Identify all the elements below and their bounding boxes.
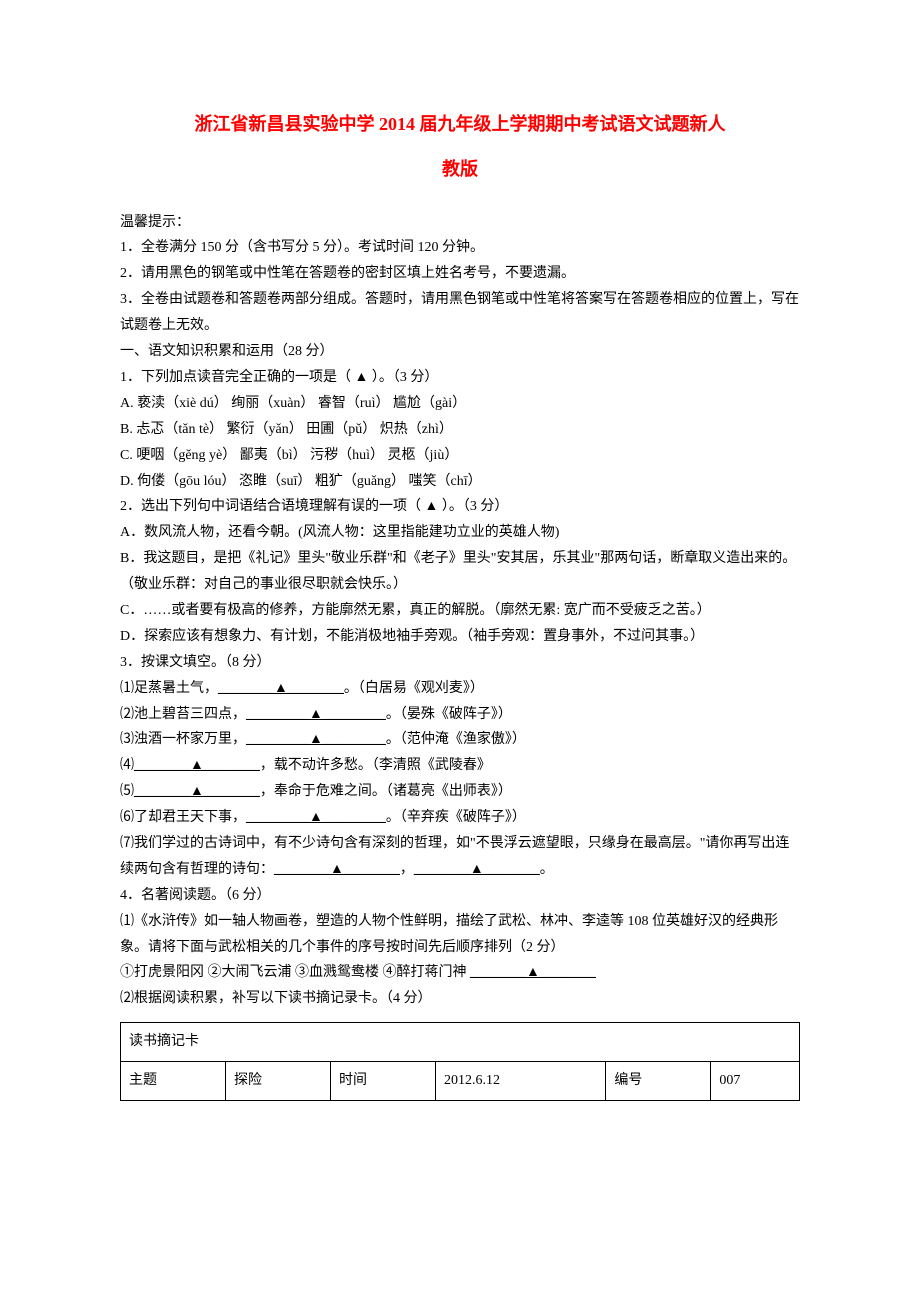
q2-option-a: A．数风流人物，还看今朝。(风流人物：这里指能建功立业的英雄人物) bbox=[120, 520, 800, 546]
section-1-header: 一、语文知识积累和运用（28 分） bbox=[120, 339, 800, 365]
cell-id-value: 007 bbox=[711, 1062, 800, 1101]
q4-1-text: ⑴《水浒传》如一轴人物画卷，塑造的人物个性鲜明，描绘了武松、林冲、李逵等 108… bbox=[120, 909, 800, 961]
cell-topic-label: 主题 bbox=[121, 1062, 226, 1101]
q3-2-post: 。（晏殊《破阵子》） bbox=[386, 707, 512, 722]
tip-3: 3．全卷由试题卷和答题卷两部分组成。答题时，请用黑色钢笔或中性笔将答案写在答题卷… bbox=[120, 287, 800, 339]
table-row: 主题 探险 时间 2012.6.12 编号 007 bbox=[121, 1062, 800, 1101]
q2-stem: 2．选出下列句中词语结合语境理解有误的一项（ ▲ ）。（3 分） bbox=[120, 494, 800, 520]
cell-time-label: 时间 bbox=[331, 1062, 436, 1101]
q3-4-post: ，载不动许多愁。（李清照《武陵春》 bbox=[260, 758, 491, 773]
table-row: 读书摘记卡 bbox=[121, 1023, 800, 1062]
q3-line-4: ⑷________▲________，载不动许多愁。（李清照《武陵春》 bbox=[120, 753, 800, 779]
tip-1: 1．全卷满分 150 分（含书写分 5 分）。考试时间 120 分钟。 bbox=[120, 235, 800, 261]
q3-line-3: ⑶浊酒一杯家万里，_________▲_________。（范仲淹《渔家傲》） bbox=[120, 727, 800, 753]
title-line-2: 教版 bbox=[120, 155, 800, 184]
q4-stem: 4．名著阅读题。（6 分） bbox=[120, 883, 800, 909]
q1-stem: 1．下列加点读音完全正确的一项是（ ▲ ）。（3 分） bbox=[120, 365, 800, 391]
q2-option-d: D．探索应该有想象力、有计划，不能消极地袖手旁观。（袖手旁观：置身事外，不过问其… bbox=[120, 624, 800, 650]
q4-1-opts: ①打虎景阳冈 ②大闹飞云浦 ③血溅鸳鸯楼 ④醉打蒋门神 bbox=[120, 965, 470, 980]
q3-3-post: 。（范仲淹《渔家傲》） bbox=[386, 732, 526, 747]
cell-id-label: 编号 bbox=[606, 1062, 711, 1101]
fill-blank: ________▲________ bbox=[274, 862, 400, 877]
q3-4-pre: ⑷ bbox=[120, 758, 134, 773]
q3-6-pre: ⑹了却君王天下事， bbox=[120, 810, 246, 825]
title-line-1: 浙江省新昌县实验中学 2014 届九年级上学期期中考试语文试题新人 bbox=[120, 110, 800, 139]
q3-2-pre: ⑵池上碧苔三四点， bbox=[120, 707, 246, 722]
cell-topic-value: 探险 bbox=[226, 1062, 331, 1101]
q3-stem: 3．按课文填空。（8 分） bbox=[120, 650, 800, 676]
fill-blank: ________▲________ bbox=[218, 681, 344, 696]
fill-blank: ________▲________ bbox=[134, 758, 260, 773]
q1-option-c: C. 哽咽（gěng yè） 鄙夷（bì） 污秽（huì） 灵柩（jiù） bbox=[120, 443, 800, 469]
q3-line-1: ⑴足蒸暑土气，________▲________。（白居易《观刈麦》） bbox=[120, 676, 800, 702]
q1-option-a: A. 亵渎（xiè dú） 绚丽（xuàn） 睿智（ruì） 尴尬（gài） bbox=[120, 391, 800, 417]
q4-1-options: ①打虎景阳冈 ②大闹飞云浦 ③血溅鸳鸯楼 ④醉打蒋门神 ________▲___… bbox=[120, 960, 800, 986]
q2-option-b: B．我这题目，是把《礼记》里头"敬业乐群"和《老子》里头"安其居，乐其业"那两句… bbox=[120, 546, 800, 598]
tips-header: 温馨提示： bbox=[120, 210, 800, 236]
card-title: 读书摘记卡 bbox=[121, 1023, 800, 1062]
q3-3-pre: ⑶浊酒一杯家万里， bbox=[120, 732, 246, 747]
q3-5-pre: ⑸ bbox=[120, 784, 134, 799]
q3-line-2: ⑵池上碧苔三四点，_________▲_________。（晏殊《破阵子》） bbox=[120, 702, 800, 728]
q4-2-text: ⑵根据阅读积累，补写以下读书摘记录卡。（4 分） bbox=[120, 986, 800, 1012]
fill-blank: ________▲________ bbox=[470, 965, 596, 980]
fill-blank: ________▲________ bbox=[134, 784, 260, 799]
reading-card-table: 读书摘记卡 主题 探险 时间 2012.6.12 编号 007 bbox=[120, 1022, 800, 1101]
q2-option-c: C．……或者要有极高的修养，方能廓然无累，真正的解脱。（廓然无累: 宽广而不受疲… bbox=[120, 598, 800, 624]
q3-1-pre: ⑴足蒸暑土气， bbox=[120, 681, 218, 696]
q3-7-end: 。 bbox=[540, 862, 554, 877]
q3-line-6: ⑹了却君王天下事，_________▲_________。（辛弃疾《破阵子》） bbox=[120, 805, 800, 831]
fill-blank: _________▲_________ bbox=[246, 732, 386, 747]
q3-1-post: 。（白居易《观刈麦》） bbox=[344, 681, 484, 696]
q3-line-7: ⑺我们学过的古诗词中，有不少诗句含有深刻的哲理，如"不畏浮云遮望眼，只缘身在最高… bbox=[120, 831, 800, 883]
q3-7-sep: ， bbox=[400, 862, 414, 877]
cell-time-value: 2012.6.12 bbox=[436, 1062, 606, 1101]
exam-page: 浙江省新昌县实验中学 2014 届九年级上学期期中考试语文试题新人 教版 温馨提… bbox=[0, 0, 920, 1161]
q3-6-post: 。（辛弃疾《破阵子》） bbox=[386, 810, 526, 825]
q3-line-5: ⑸________▲________，奉命于危难之间。（诸葛亮《出师表》） bbox=[120, 779, 800, 805]
fill-blank: ________▲________ bbox=[414, 862, 540, 877]
tip-2: 2．请用黑色的钢笔或中性笔在答题卷的密封区填上姓名考号，不要遗漏。 bbox=[120, 261, 800, 287]
exam-title: 浙江省新昌县实验中学 2014 届九年级上学期期中考试语文试题新人 教版 bbox=[120, 110, 800, 184]
q1-option-d: D. 佝偻（gōu lóu） 恣睢（suī） 粗犷（guǎng） 嗤笑（chī） bbox=[120, 469, 800, 495]
fill-blank: _________▲_________ bbox=[246, 810, 386, 825]
q1-option-b: B. 忐忑（tǎn tè） 繁衍（yǎn） 田圃（pǔ） 炽热（zhì） bbox=[120, 417, 800, 443]
q3-5-post: ，奉命于危难之间。（诸葛亮《出师表》） bbox=[260, 784, 512, 799]
fill-blank: _________▲_________ bbox=[246, 707, 386, 722]
